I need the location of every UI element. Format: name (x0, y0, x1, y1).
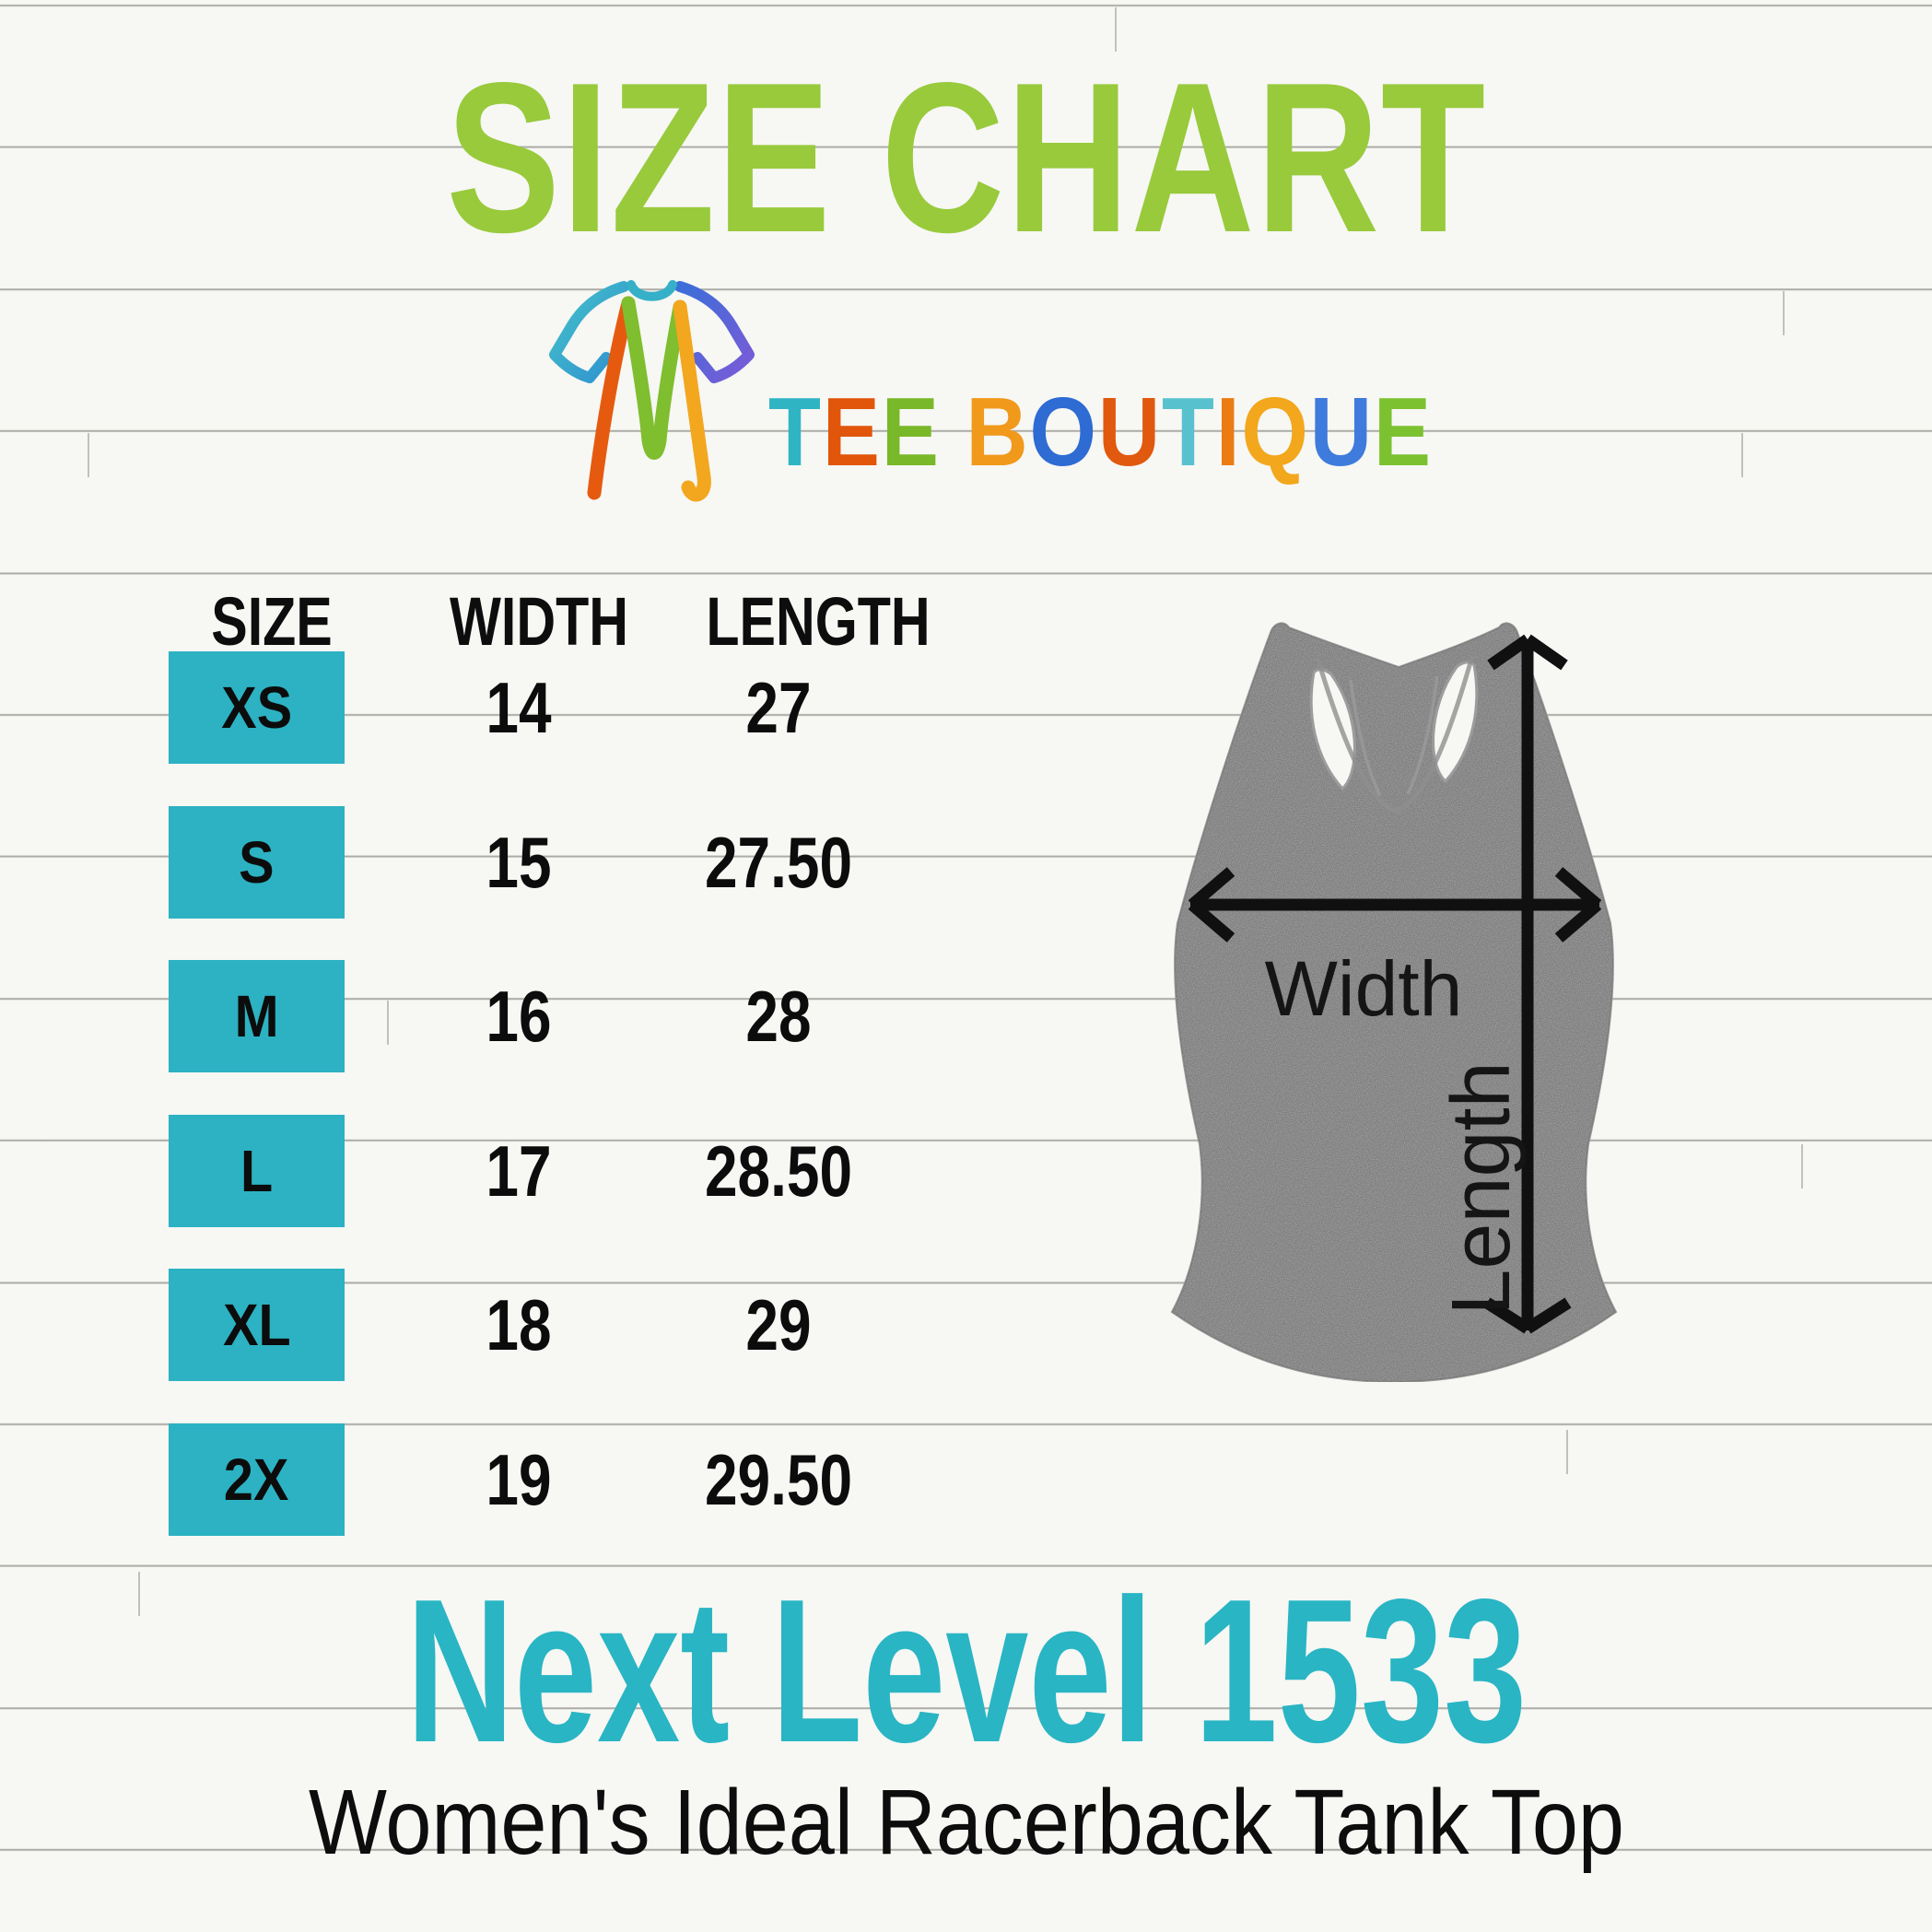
plank-joint (579, 149, 580, 193)
plank-joint (138, 1572, 140, 1616)
monogram-right-stroke (673, 299, 711, 502)
table-row: XL 18 29 (169, 1269, 943, 1381)
width-value: 16 (486, 976, 552, 1057)
product-name: Women's Ideal Racerback Tank Top (308, 1771, 1624, 1874)
size-table: SIZE WIDTH LENGTH XS 14 27 S 15 27.50 M 16 28 L 17… (169, 580, 943, 1557)
length-value: 29.50 (704, 1438, 853, 1520)
brand-letter: E (822, 378, 882, 486)
plank-joint (1566, 1430, 1568, 1474)
width-value: 18 (486, 1284, 552, 1365)
table-header-size: SIZE (211, 583, 333, 660)
brand-letter: I (1215, 378, 1242, 486)
length-label: Length (1435, 1061, 1528, 1315)
table-header-length: LENGTH (706, 583, 931, 660)
length-arrow (1483, 634, 1572, 1334)
page-title: SIZE CHART (445, 39, 1487, 277)
brand-letter: Q (1241, 378, 1310, 486)
plank-joint (1741, 433, 1743, 477)
brand-letter: T (768, 378, 823, 486)
width-value: 17 (486, 1130, 552, 1212)
size-cell: 2X (169, 1423, 345, 1536)
width-value: 15 (486, 821, 552, 903)
brand-letter: E (1373, 378, 1433, 486)
front-neckline-seam (1315, 655, 1475, 814)
table-row: S 15 27.50 (169, 805, 943, 919)
length-value: 27 (745, 667, 812, 748)
monogram-left-stroke (587, 296, 636, 500)
plank-joint (1801, 1144, 1803, 1188)
length-value: 27.50 (704, 821, 853, 903)
width-arrow (1188, 867, 1602, 943)
length-value: 28 (745, 976, 812, 1057)
size-cell: S (169, 805, 345, 919)
size-label: S (239, 828, 275, 896)
table-row: L 17 28.50 (169, 1114, 943, 1227)
shirt-left-sleeve (549, 281, 629, 383)
size-cell: XS (169, 651, 345, 764)
product-model: Next Level 1533 (405, 1557, 1527, 1786)
size-label: L (240, 1137, 274, 1204)
plank-joint (1115, 7, 1117, 52)
brand-letter: O (1029, 378, 1098, 486)
brand-letter: B (966, 378, 1030, 486)
width-value: 14 (486, 667, 552, 748)
length-value: 29 (745, 1284, 812, 1365)
size-label: XL (222, 1292, 291, 1358)
brand-space (941, 383, 966, 481)
width-label: Width (1265, 945, 1463, 1032)
tank-heather-texture (1172, 623, 1616, 1382)
brand-wordmark: TEE BOUTIQUE (768, 383, 1433, 481)
size-cell: M (169, 960, 345, 1072)
brand-letter: T (1161, 378, 1216, 486)
table-row: M 16 28 (169, 960, 943, 1072)
size-label: XS (221, 674, 292, 741)
back-panel-edge-left (1349, 679, 1382, 797)
table-row: XS 14 27 (169, 651, 943, 764)
plank-joint (1783, 291, 1785, 335)
tank-figure-svg: Width Length (1170, 622, 1618, 1384)
plank-joint (387, 1001, 389, 1045)
racerback-cutout-right (1432, 661, 1479, 784)
size-label: M (234, 983, 279, 1049)
shirt-collar (626, 280, 677, 301)
size-cell: L (169, 1114, 345, 1227)
back-panel-edge-right (1406, 675, 1439, 795)
table-row: 2X 19 29.50 (169, 1423, 943, 1536)
length-value: 28.50 (704, 1130, 853, 1212)
brand-letter: U (1097, 378, 1162, 486)
tee-boutique-tshirt-logo-icon (539, 270, 765, 523)
table-header-width: WIDTH (450, 583, 628, 660)
brand-letter: U (1309, 378, 1374, 486)
shirt-right-sleeve (674, 281, 755, 383)
tank-figure: Width Length (1133, 599, 1658, 1384)
size-cell: XL (169, 1269, 345, 1381)
plank-joint (88, 433, 89, 477)
logo-icon-svg (549, 280, 755, 502)
monogram-middle-stroke (621, 296, 687, 460)
width-value: 19 (486, 1438, 552, 1520)
size-label: 2X (224, 1446, 289, 1513)
brand-letter: E (881, 378, 941, 486)
